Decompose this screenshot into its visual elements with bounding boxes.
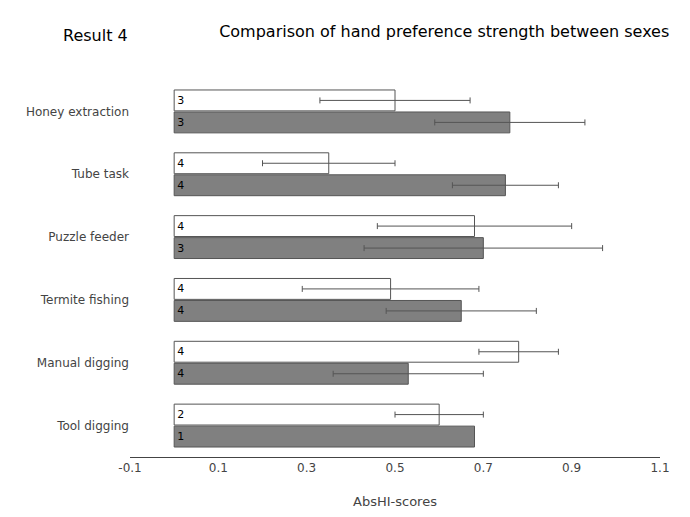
svg-text:AbsHI-scores: AbsHI-scores — [353, 494, 437, 509]
svg-text:0.5: 0.5 — [385, 461, 404, 475]
svg-text:3: 3 — [177, 242, 184, 255]
svg-text:Tube task: Tube task — [71, 167, 129, 181]
svg-text:3: 3 — [177, 116, 184, 129]
svg-text:0.3: 0.3 — [297, 461, 316, 475]
svg-text:Result 4: Result 4 — [63, 26, 128, 45]
svg-text:Comparison of hand preference: Comparison of hand preference strength b… — [219, 22, 669, 41]
svg-text:0.7: 0.7 — [474, 461, 493, 475]
svg-text:4: 4 — [177, 367, 184, 380]
svg-text:1: 1 — [177, 430, 184, 443]
svg-text:Honey extraction: Honey extraction — [26, 105, 129, 119]
svg-text:4: 4 — [177, 179, 184, 192]
svg-text:4: 4 — [177, 220, 184, 233]
svg-text:3: 3 — [177, 94, 184, 107]
svg-text:Manual digging: Manual digging — [37, 356, 129, 370]
svg-text:-0.1: -0.1 — [118, 461, 141, 475]
svg-text:Puzzle feeder: Puzzle feeder — [48, 230, 129, 244]
svg-text:4: 4 — [177, 282, 184, 295]
svg-text:4: 4 — [177, 157, 184, 170]
svg-text:Termite fishing: Termite fishing — [40, 293, 129, 307]
svg-text:Tool digging: Tool digging — [56, 419, 129, 433]
svg-text:4: 4 — [177, 345, 184, 358]
svg-text:0.9: 0.9 — [562, 461, 581, 475]
svg-text:4: 4 — [177, 304, 184, 317]
svg-text:0.1: 0.1 — [209, 461, 228, 475]
svg-text:1.1: 1.1 — [650, 461, 669, 475]
svg-text:2: 2 — [177, 408, 184, 421]
